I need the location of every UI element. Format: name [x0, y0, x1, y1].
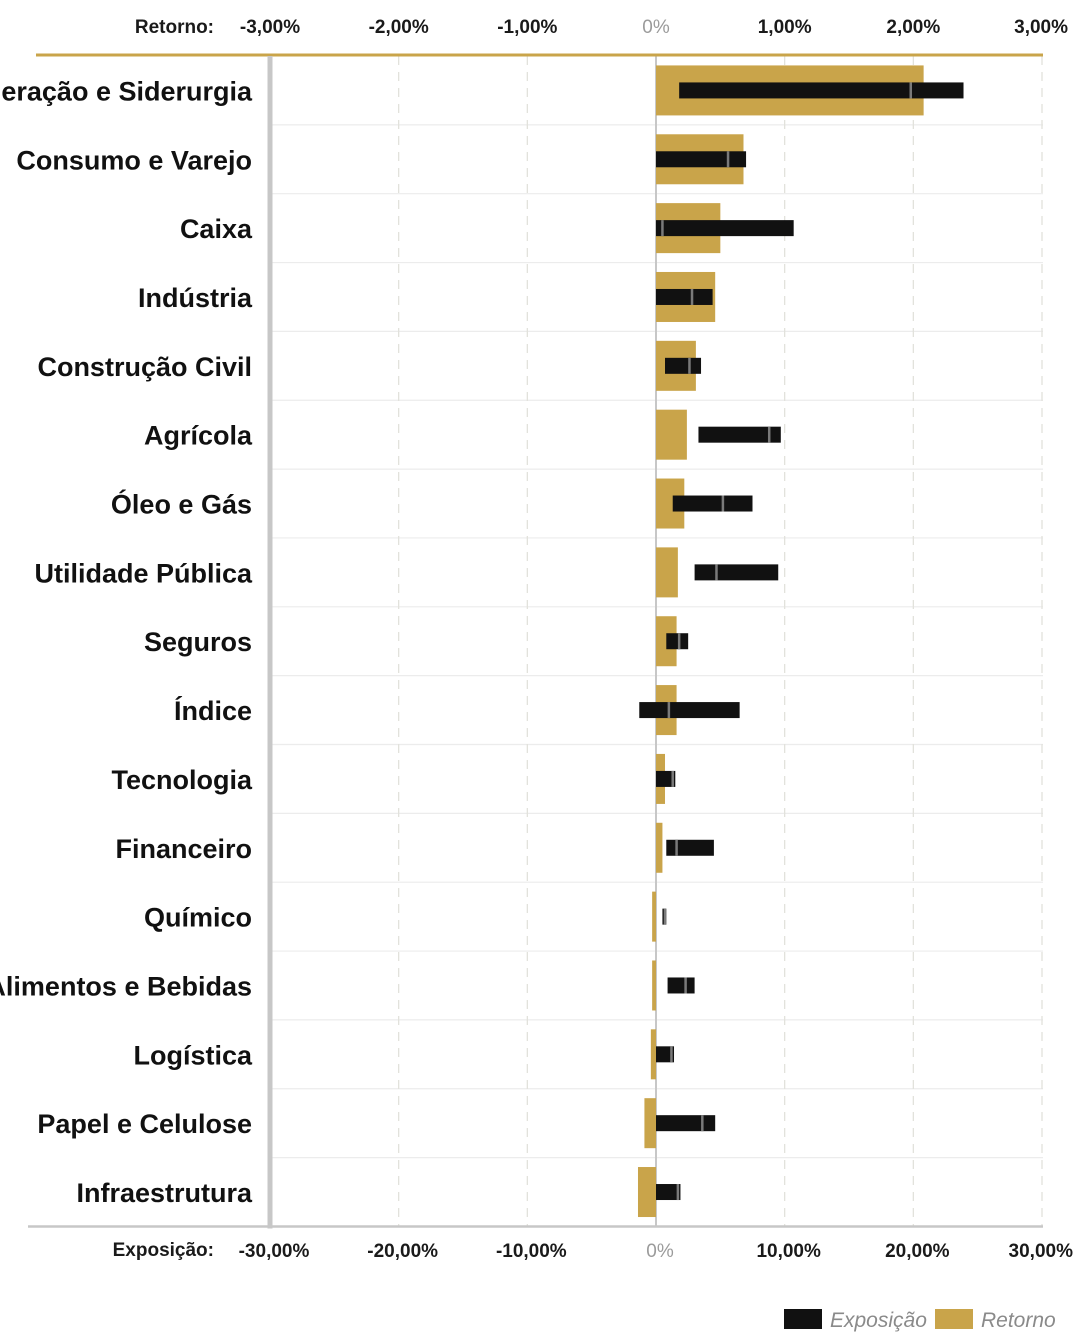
bottom-tick-label: -30,00% — [239, 1241, 310, 1262]
exposicao-marker — [663, 908, 667, 925]
top-tick-label: -3,00% — [240, 17, 300, 38]
legend-swatch — [784, 1309, 822, 1329]
retorno-bar — [656, 822, 663, 873]
exposicao-range-bar — [656, 220, 794, 237]
category-label: Seguros — [144, 627, 252, 657]
bottom-tick-label: 20,00% — [885, 1241, 950, 1262]
exposicao-range-bar — [656, 288, 713, 305]
exposicao-marker — [667, 702, 671, 719]
exposicao-range-bar — [656, 1184, 681, 1201]
legend: Exposição Retorno — [784, 1309, 1056, 1332]
exposicao-range-bar — [656, 151, 747, 168]
retorno-bar — [644, 1098, 656, 1149]
exposicao-range-bar — [666, 633, 689, 650]
bottom-tick-label: -20,00% — [367, 1241, 438, 1262]
retorno-bar — [656, 547, 678, 598]
exposicao-range-bar — [656, 770, 676, 787]
exposicao-marker — [701, 1115, 704, 1132]
category-labels: Mineração e Siderurgia Consumo e Varejo Ca… — [0, 76, 253, 1208]
category-label: Indústria — [138, 283, 253, 313]
legend-label: Retorno — [981, 1309, 1056, 1332]
retorno-bar — [656, 409, 687, 460]
exposicao-range-bar — [665, 357, 702, 374]
category-label: Logística — [133, 1040, 253, 1070]
exposicao-marker — [909, 82, 913, 99]
top-tick-label: 0% — [642, 17, 670, 38]
top-axis-title: Retorno: — [135, 17, 214, 38]
exposicao-range-bar — [656, 1046, 675, 1063]
exposicao-marker — [676, 1184, 680, 1201]
exposicao-marker — [684, 977, 687, 994]
category-label: Caixa — [180, 214, 253, 244]
category-label: Agrícola — [144, 421, 253, 451]
category-label: Infraestrutura — [76, 1178, 253, 1208]
bottom-tick-label: 0% — [646, 1241, 674, 1262]
category-label: Utilidade Pública — [34, 558, 253, 588]
exposicao-range-bar — [667, 977, 695, 994]
exposicao-range-bar — [672, 495, 753, 512]
exposicao-range-bar — [666, 839, 714, 856]
exposicao-marker — [675, 839, 678, 856]
exposicao-marker — [726, 151, 730, 168]
exposicao-marker — [715, 564, 718, 581]
legend-label: Exposição — [830, 1309, 927, 1332]
retorno-bar — [637, 1167, 656, 1218]
category-label: Óleo e Gás — [111, 489, 252, 520]
category-label: Consumo e Varejo — [16, 145, 252, 175]
exposicao-marker — [677, 633, 681, 650]
exposicao-marker — [661, 220, 664, 237]
top-tick-label: -1,00% — [497, 17, 557, 38]
category-label: Construção Civil — [37, 352, 252, 382]
axes: Retorno: -3,00% -2,00% -1,00% 0% 1,00% 2,00% 3,… — [28, 17, 1073, 1262]
exposicao-range-bar — [698, 426, 781, 443]
exposicao-marker — [688, 357, 691, 374]
exposicao-marker — [721, 495, 725, 512]
exposicao-marker — [671, 770, 674, 787]
exposicao-marker — [767, 426, 771, 443]
category-label: Financeiro — [115, 834, 252, 864]
exposicao-range-bar — [694, 564, 779, 581]
exposicao-range-bar — [656, 1115, 716, 1132]
top-tick-label: 2,00% — [886, 17, 940, 38]
bottom-tick-label: 10,00% — [756, 1241, 821, 1262]
bottom-tick-label: -10,00% — [496, 1241, 567, 1262]
category-label: Índice — [174, 695, 252, 726]
legend-swatch — [935, 1309, 973, 1329]
category-label: Alimentos e Bebidas — [0, 971, 252, 1001]
top-tick-label: -2,00% — [369, 17, 429, 38]
exposicao-range-bar — [679, 82, 964, 99]
bottom-axis-title: Exposição: — [113, 1240, 214, 1261]
exposicao-bars — [639, 82, 964, 1201]
exposicao-marker — [690, 288, 694, 305]
gridlines — [270, 56, 1043, 1228]
category-label: Tecnologia — [111, 765, 252, 795]
retorno-bar — [652, 891, 656, 942]
retorno-bar — [650, 1029, 656, 1080]
exposicao-range-bar — [639, 702, 740, 719]
category-label: Químico — [144, 903, 252, 933]
bottom-tick-label: 30,00% — [1009, 1241, 1074, 1262]
retorno-bar — [652, 960, 656, 1011]
top-tick-label: 3,00% — [1014, 17, 1068, 38]
top-tick-label: 1,00% — [758, 17, 812, 38]
exposicao-marker — [670, 1046, 673, 1063]
category-label: Papel e Celulose — [37, 1109, 252, 1139]
category-label: Mineração e Siderurgia — [0, 76, 253, 106]
